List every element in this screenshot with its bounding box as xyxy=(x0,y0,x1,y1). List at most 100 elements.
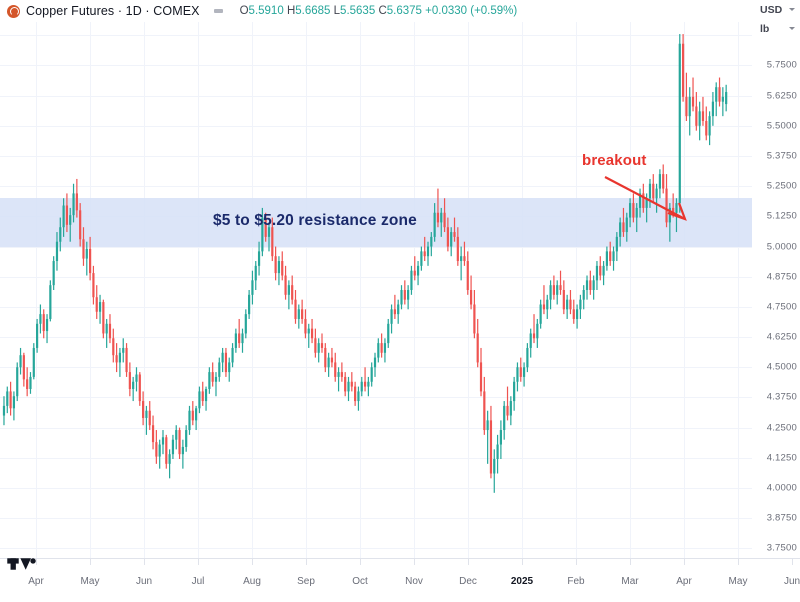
time-axis-tick xyxy=(360,559,361,565)
time-axis-label: Jun xyxy=(135,576,153,587)
chart-header: Copper Futures · 1D · COMEX O5.5910 H5.6… xyxy=(0,0,800,22)
price-axis-label: 5.5000 xyxy=(766,120,797,132)
gridline-horizontal xyxy=(0,397,752,398)
gridline-horizontal xyxy=(0,458,752,459)
chevron-down-icon xyxy=(789,27,795,30)
gridline-vertical xyxy=(630,22,631,558)
gridline-vertical xyxy=(414,22,415,558)
gridline-horizontal xyxy=(0,367,752,368)
time-axis-tick xyxy=(252,559,253,565)
time-axis-label: Sep xyxy=(297,576,315,587)
time-axis[interactable]: Apr May Jun Jul Aug Sep Oct Nov Dec 2025 Feb Mar Apr… xyxy=(0,558,800,602)
copper-futures-logo-icon xyxy=(7,4,20,18)
time-axis-tick xyxy=(468,559,469,565)
time-axis-tick xyxy=(738,559,739,565)
gridline-vertical xyxy=(36,22,37,558)
price-axis[interactable]: 5.87505.75005.62505.50005.37505.25005.12… xyxy=(752,22,800,558)
price-axis-label: 4.8750 xyxy=(766,271,797,283)
ohlc-change: +0.0330 xyxy=(425,5,468,17)
price-axis-label: 4.3750 xyxy=(766,391,797,403)
gridline-horizontal xyxy=(0,277,752,278)
tradingview-logo-icon xyxy=(7,555,37,573)
gridline-horizontal xyxy=(0,337,752,338)
ohlc-change-percent: (+0.59%) xyxy=(470,5,518,17)
price-axis-label: 4.7500 xyxy=(766,301,797,313)
breakout-label: breakout xyxy=(582,152,647,169)
dash-icon[interactable] xyxy=(212,4,226,18)
ohlc-low-label: L xyxy=(333,5,341,17)
gridline-horizontal xyxy=(0,307,752,308)
currency-selector-label: USD xyxy=(760,3,783,16)
unit-selector-label: lb xyxy=(760,22,770,35)
gridline-vertical xyxy=(360,22,361,558)
price-axis-label: 4.2500 xyxy=(766,422,797,434)
time-axis-tick xyxy=(630,559,631,565)
price-axis-label: 5.6250 xyxy=(766,90,797,102)
ohlc-legend: O5.5910 H5.6685 L5.5635 C5.6375 +0.0330 … xyxy=(240,5,518,17)
unit-selector[interactable]: lb xyxy=(754,19,800,38)
chevron-down-icon xyxy=(789,8,795,11)
gridline-horizontal xyxy=(0,126,752,127)
price-axis-label: 3.8750 xyxy=(766,512,797,524)
ohlc-close-value: 5.6375 xyxy=(386,5,422,17)
axis-unit-selectors: USD lb xyxy=(754,0,800,38)
gridline-vertical xyxy=(198,22,199,558)
time-axis-tick xyxy=(90,559,91,565)
ohlc-high-label: H xyxy=(286,5,296,17)
gridline-horizontal xyxy=(0,428,752,429)
ohlc-close-label: C xyxy=(378,5,387,17)
time-axis-label: Apr xyxy=(676,576,692,587)
price-axis-label: 5.0000 xyxy=(766,241,797,253)
time-axis-tick xyxy=(198,559,199,565)
time-axis-label: May xyxy=(728,576,748,587)
price-axis-label: 5.2500 xyxy=(766,180,797,192)
gridline-vertical xyxy=(306,22,307,558)
price-axis-label: 4.1250 xyxy=(766,452,797,464)
time-axis-tick xyxy=(306,559,307,565)
gridline-vertical xyxy=(576,22,577,558)
candlestick-series xyxy=(2,34,728,493)
price-axis-label: 5.7500 xyxy=(766,59,797,71)
time-axis-label: Mar xyxy=(621,576,639,587)
time-axis-label: Jun xyxy=(783,576,800,587)
time-axis-tick xyxy=(36,559,37,565)
gridline-horizontal xyxy=(0,35,752,36)
gridline-horizontal xyxy=(0,186,752,187)
price-axis-label: 4.6250 xyxy=(766,331,797,343)
gridline-horizontal xyxy=(0,156,752,157)
time-axis-tick xyxy=(144,559,145,565)
time-axis-tick xyxy=(576,559,577,565)
time-axis-label: Jul xyxy=(191,576,205,587)
price-axis-label: 5.3750 xyxy=(766,150,797,162)
gridline-vertical xyxy=(522,22,523,558)
symbol-title[interactable]: Copper Futures · 1D · COMEX xyxy=(26,4,200,18)
ohlc-high-value: 5.6685 xyxy=(295,5,331,17)
time-axis-tick xyxy=(522,559,523,565)
time-axis-label: Feb xyxy=(567,576,585,587)
time-axis-label: 2025 xyxy=(510,576,534,587)
time-axis-label: Oct xyxy=(352,576,368,587)
gridline-horizontal xyxy=(0,488,752,489)
ohlc-open-label: O xyxy=(239,5,249,17)
time-axis-label: May xyxy=(80,576,100,587)
gridline-horizontal xyxy=(0,247,752,248)
price-axis-label: 4.5000 xyxy=(766,361,797,373)
ohlc-open-value: 5.5910 xyxy=(248,5,284,17)
gridline-vertical xyxy=(684,22,685,558)
chart-plot-area[interactable]: $5 to $5.20 resistance zone breakout xyxy=(0,22,752,558)
price-axis-label: 5.1250 xyxy=(766,210,797,222)
time-axis-tick xyxy=(414,559,415,565)
time-axis-label: Aug xyxy=(243,576,261,587)
currency-selector[interactable]: USD xyxy=(754,0,800,19)
gridline-vertical xyxy=(144,22,145,558)
time-axis-label: Nov xyxy=(405,576,423,587)
time-axis-tick xyxy=(792,559,793,565)
time-axis-tick xyxy=(684,559,685,565)
gridline-horizontal xyxy=(0,65,752,66)
resistance-zone-label: $5 to $5.20 resistance zone xyxy=(213,212,417,230)
ohlc-low-value: 5.5635 xyxy=(340,5,376,17)
gridline-horizontal xyxy=(0,96,752,97)
time-axis-label: Dec xyxy=(459,576,477,587)
gridline-vertical xyxy=(90,22,91,558)
